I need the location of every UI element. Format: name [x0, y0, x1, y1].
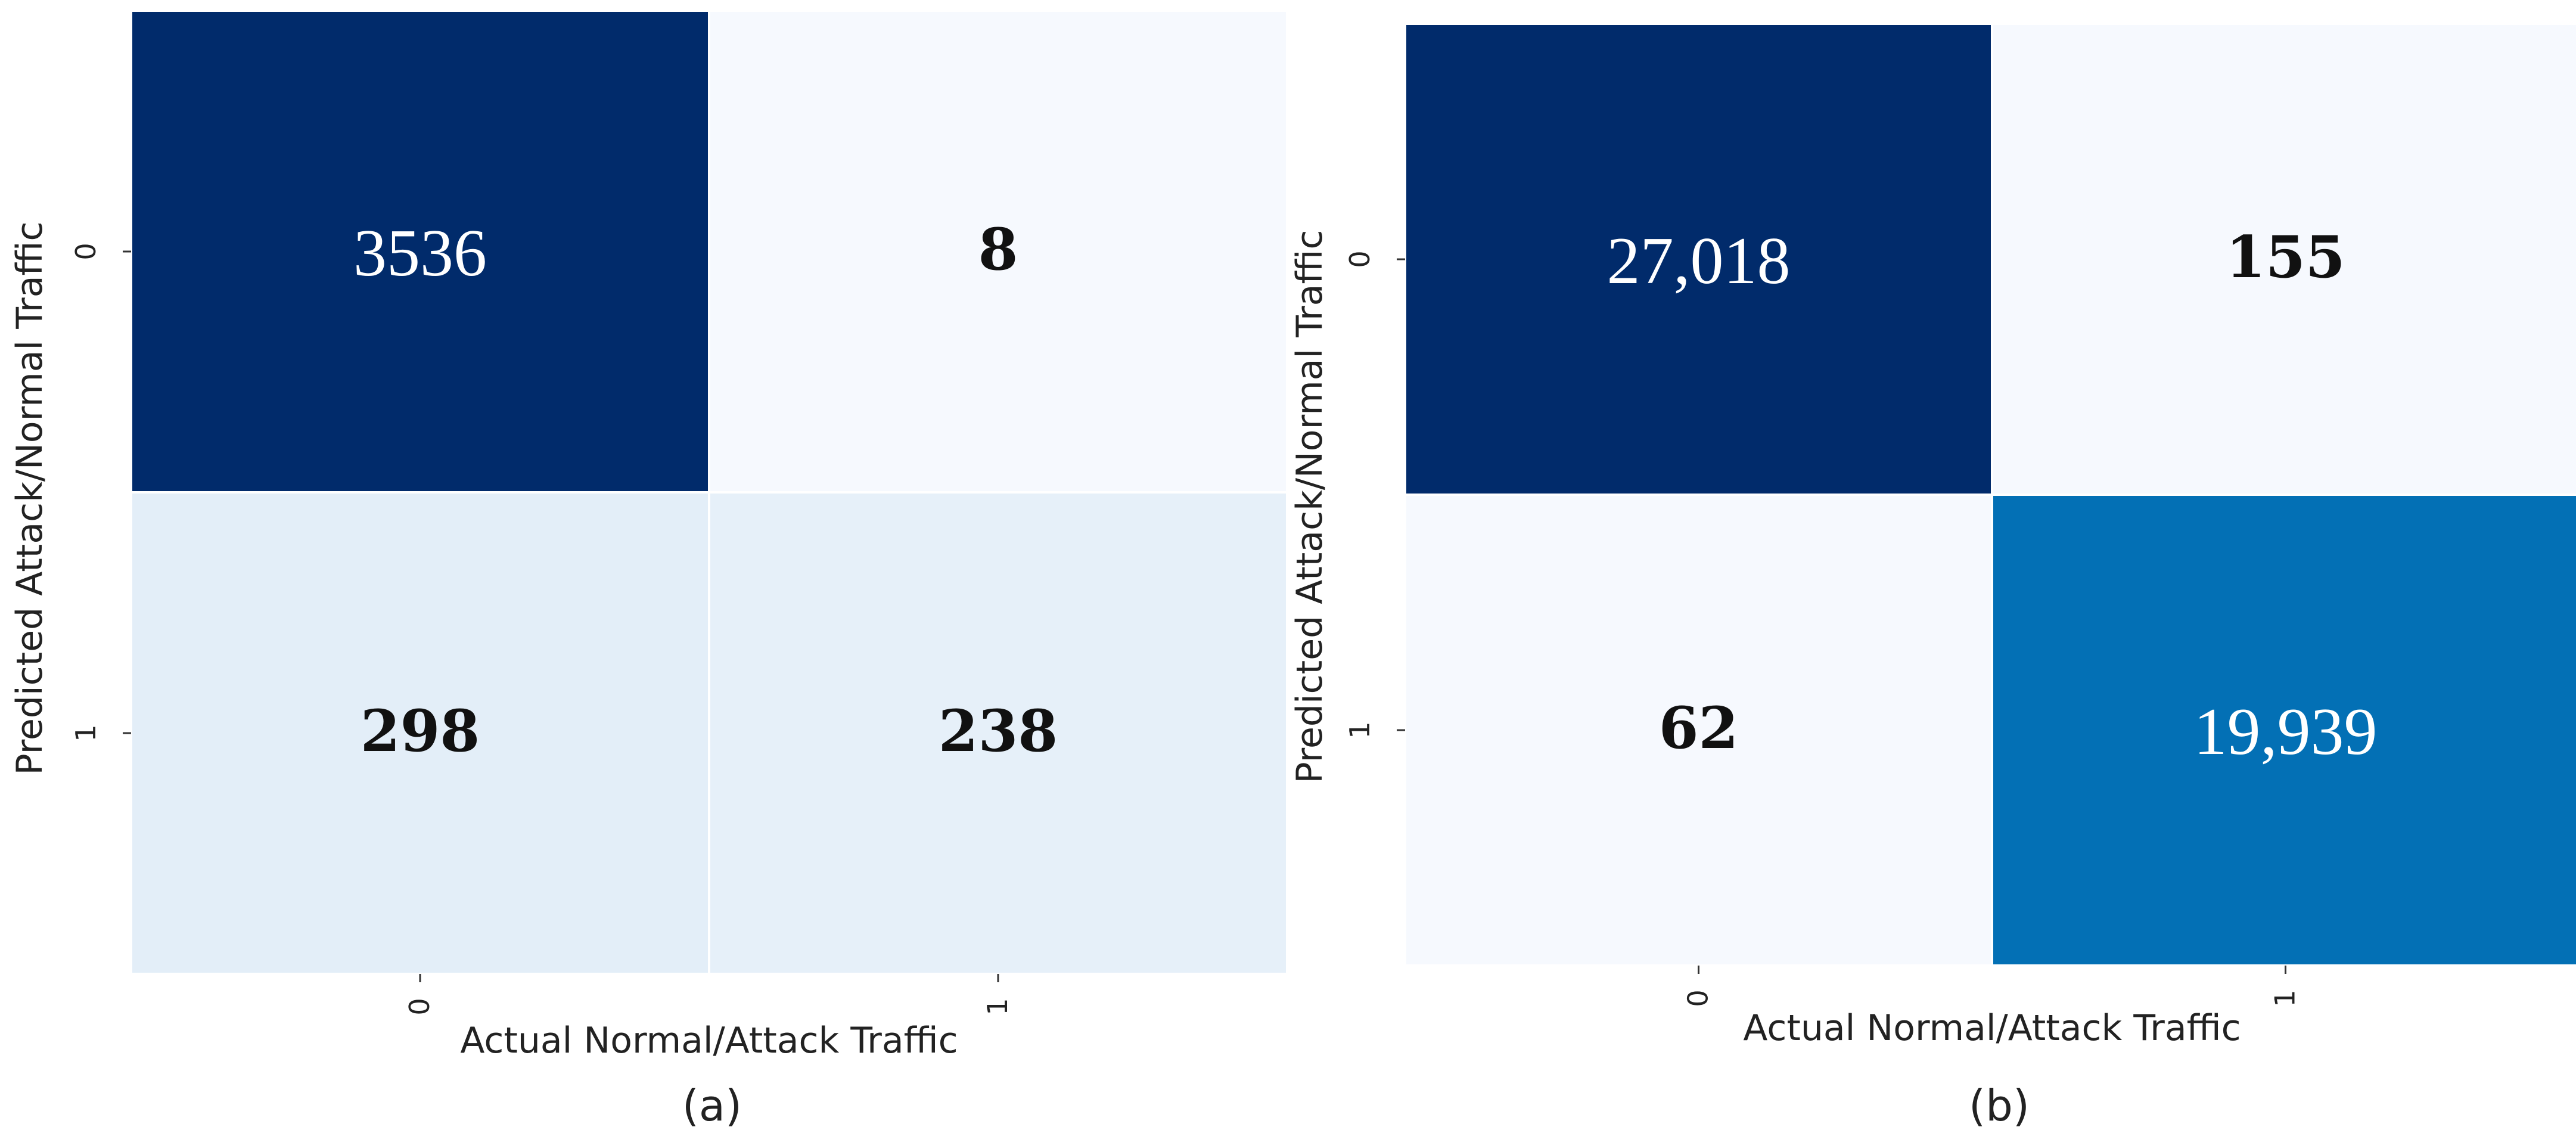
confusion-matrix-panel-a: 3536 8 298 238 0 1 0 1 Actual Normal/Attack Traf… — [9, 10, 1288, 1131]
x-tick-label: 1 — [2269, 989, 2301, 1007]
x-tick-label: 0 — [403, 998, 436, 1015]
heatmap-cell-r1-c0 — [1404, 494, 1993, 967]
y-axis-label: Predicted Attack/Normal Traffic — [9, 222, 51, 775]
cell-value-label: 27,018 — [1607, 224, 1791, 298]
y-tick-label: 0 — [70, 243, 102, 260]
x-axis-label: Actual Normal/Attack Traffic — [460, 1020, 958, 1062]
y-axis-label: Predicted Attack/Normal Traffic — [1289, 230, 1331, 784]
cell-value-label: 3536 — [353, 216, 487, 290]
x-axis-label: Actual Normal/Attack Traffic — [1743, 1007, 2241, 1049]
cell-value-label: 8 — [978, 216, 1018, 283]
confusion-matrix-panel-b: 27,018 155 62 19,939 0 1 0 1 Actual Normal/Attac… — [1289, 23, 2576, 1131]
x-tick-label: 1 — [981, 998, 1014, 1015]
panel-label: (a) — [682, 1081, 742, 1131]
heatmap-cell-r0-c1 — [708, 10, 1288, 494]
cell-value-label: 155 — [2226, 224, 2345, 291]
y-tick-label: 0 — [1344, 250, 1376, 268]
x-tick-label: 0 — [1682, 989, 1714, 1007]
panel-label: (b) — [1969, 1081, 2030, 1131]
cell-value-label: 62 — [1659, 694, 1739, 762]
heatmap-cell-r1-c0 — [130, 491, 710, 975]
heatmap-cell-r0-c0 — [130, 10, 710, 494]
heatmap-cell-r0-c1 — [1991, 23, 2576, 496]
cell-value-label: 298 — [361, 697, 480, 765]
y-tick-label: 1 — [70, 724, 102, 741]
cell-value-label: 19,939 — [2194, 695, 2378, 769]
cell-value-label: 238 — [939, 697, 1058, 765]
heatmap-cell-r1-c1 — [708, 491, 1288, 975]
y-tick-label: 1 — [1344, 721, 1376, 738]
